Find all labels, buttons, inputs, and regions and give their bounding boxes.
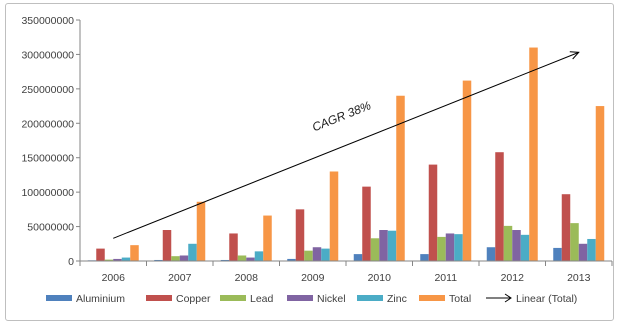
y-tick-label: 200000000 [21,118,74,130]
bar-aluminium-2010 [353,254,363,261]
bar-nickel-2007 [179,255,189,261]
y-axis: 0 50000000 100000000 150000000 200000000 2500… [21,15,81,268]
bar-nickel-2011 [445,233,455,261]
legend-swatch-total [419,295,445,301]
legend-trend-arrow-icon [504,293,512,303]
legend-label-zinc: Zinc [387,293,407,305]
x-tick-label: 2011 [434,272,457,284]
bar-copper-2010 [362,186,371,261]
legend-label-total: Total [449,293,471,305]
y-tick-label: 350000000 [21,15,74,27]
legend-label-aluminium: Aluminium [76,293,125,305]
bar-lead-2010 [370,238,380,261]
trendline-line [113,51,579,239]
bars [87,47,605,262]
trendline-arrowhead [569,51,580,60]
cagr-annotation: CAGR 38% [310,98,373,134]
bar-lead-2012 [503,225,513,261]
bar-zinc-2008 [254,251,264,261]
bar-total-2008 [263,215,272,261]
bar-copper-2006 [96,248,105,261]
bar-zinc-2013 [587,238,596,261]
bar-nickel-2013 [578,243,588,261]
bar-aluminium-2009 [287,258,296,261]
bar-lead-2008 [237,255,247,261]
legend-swatch-copper [146,295,172,301]
bar-total-2013 [595,106,605,261]
bar-aluminium-2007 [154,259,163,261]
bar-total-2009 [329,171,339,261]
x-tick-label: 2008 [235,272,259,284]
bar-copper-2012 [495,152,504,261]
y-tick-label: 50000000 [27,222,74,234]
bar-lead-2013 [570,223,579,261]
y-tick-label: 300000000 [21,49,74,61]
bar-copper-2007 [162,230,172,261]
bar-nickel-2012 [512,230,521,261]
legend-label-nickel: Nickel [317,293,346,305]
bar-lead-2006 [104,259,114,261]
bar-copper-2009 [295,209,305,261]
bar-lead-2009 [304,250,313,261]
bar-aluminium-2013 [553,247,562,261]
bar-zinc-2011 [454,234,463,261]
bar-lead-2007 [171,256,180,261]
x-axis: 2006 2007 2008 2009 2010 2011 2012 2013 [79,260,613,284]
bar-total-2012 [529,47,538,261]
x-tick-label: 2007 [168,272,192,284]
bar-copper-2013 [561,194,571,261]
trendline [113,51,580,239]
x-tick-label: 2013 [567,272,591,284]
x-tick-label: 2006 [102,272,126,284]
bar-zinc-2012 [520,234,530,261]
bar-aluminium-2011 [420,254,429,261]
y-tick-label: 150000000 [21,153,74,165]
bar-total-2007 [196,201,206,261]
legend-swatch-aluminium [46,295,72,301]
legend-swatch-nickel [287,295,313,301]
bar-nickel-2008 [246,257,255,261]
bar-copper-2008 [229,233,238,261]
bar-nickel-2010 [379,230,388,261]
y-tick-label: 250000000 [21,84,74,96]
x-tick-label: 2010 [368,272,392,284]
x-tick-label: 2009 [301,272,325,284]
bar-aluminium-2008 [220,259,230,261]
bar-nickel-2009 [312,247,322,261]
bar-nickel-2006 [113,258,122,261]
bar-zinc-2006 [121,257,131,261]
bar-aluminium-2012 [486,247,496,261]
legend-swatch-lead [220,295,246,301]
legend-swatch-zinc [357,295,383,301]
bar-total-2010 [396,95,405,262]
bar-zinc-2007 [188,243,197,261]
bar-zinc-2009 [321,248,330,261]
bar-zinc-2010 [387,230,397,261]
bar-lead-2011 [437,236,446,261]
legend-label-linear-total-: Linear (Total) [516,293,577,305]
legend: Aluminium Copper Lead Nickel Zinc Total Linear… [46,293,577,305]
legend-label-lead: Lead [250,293,274,305]
legend-label-copper: Copper [176,293,211,305]
bar-copper-2011 [428,164,438,261]
bar-total-2006 [130,245,139,261]
chart-frame [5,3,614,321]
bar-total-2011 [462,80,472,261]
y-tick-label: 100000000 [21,187,74,199]
x-tick-label: 2012 [501,272,525,284]
y-tick-label: 0 [68,256,74,268]
